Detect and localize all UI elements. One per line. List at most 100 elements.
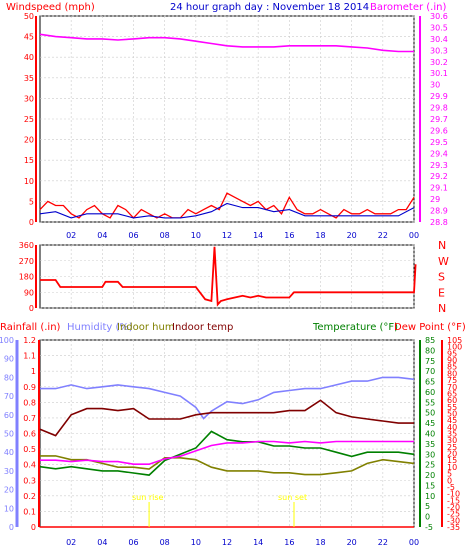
temperature-y-tick-label: 65 — [425, 378, 435, 387]
x-tick-label: 00 — [409, 231, 419, 240]
barometer-y-tick-label: 29.4 — [430, 149, 448, 158]
wind-y-tick-label: 25 — [24, 115, 34, 124]
rainfall-y-tick-label: 0.7 — [23, 414, 36, 423]
wind-y-tick-label: 5 — [29, 197, 34, 206]
temperature-y-tick-label: 5 — [425, 502, 430, 511]
chart-title: 24 hour graph day : November 18 2014 — [170, 2, 369, 13]
x-tick-label: 20 — [347, 538, 357, 547]
compass-direction-label: W — [438, 255, 449, 268]
x-tick-label: 16 — [284, 538, 294, 547]
temperature-y-tick-label: 20 — [425, 471, 435, 480]
temperature-y-tick-label: 35 — [425, 440, 435, 449]
x-tick-label: 20 — [347, 231, 357, 240]
legend-indoor-hum: Indoor hum — [117, 322, 175, 333]
barometer-y-tick-label: 30 — [430, 81, 440, 90]
direction-y-tick-label: 90 — [24, 288, 34, 297]
wind-y-tick-label: 0 — [29, 218, 34, 227]
rainfall-y-tick-label: 0 — [31, 523, 36, 532]
direction-y-tick-label: 270 — [19, 257, 34, 266]
x-tick-label: 02 — [66, 231, 76, 240]
x-tick-label: 22 — [378, 538, 388, 547]
rainfall-y-tick-label: 0.4 — [23, 461, 36, 470]
barometer-y-tick-label: 29.8 — [430, 104, 448, 113]
rainfall-y-tick-label: 1 — [31, 367, 36, 376]
temperature-y-tick-label: 70 — [425, 367, 435, 376]
humidity-y-tick-label: 20 — [4, 486, 14, 495]
rainfall-y-tick-label: 0.8 — [23, 398, 36, 407]
x-tick-label: 04 — [97, 538, 107, 547]
temperature-y-tick-label: 10 — [425, 492, 435, 501]
x-tick-label: 12 — [222, 231, 232, 240]
direction-y-tick-label: 0 — [29, 304, 34, 313]
barometer-y-tick-label: 28.9 — [430, 207, 448, 216]
legend-temperature: Temperature (°F) — [312, 322, 398, 333]
x-tick-label: 02 — [66, 538, 76, 547]
temperature-y-tick-label: 40 — [425, 430, 435, 439]
humidity-y-tick-label: 70 — [4, 392, 14, 401]
humidity-y-tick-label: 40 — [4, 448, 14, 457]
barometer-y-tick-label: 29 — [430, 195, 440, 204]
barometer-y-tick-label: 29.2 — [430, 172, 448, 181]
x-tick-label: 06 — [128, 231, 138, 240]
rainfall-y-tick-label: 0.3 — [23, 476, 36, 485]
barometer-y-tick-label: 29.9 — [430, 92, 448, 101]
wind-y-tick-label: 35 — [24, 74, 34, 83]
x-tick-label: 18 — [315, 538, 325, 547]
temperature-y-tick-label: 15 — [425, 481, 435, 490]
compass-direction-label: N — [438, 239, 446, 252]
direction-y-tick-label: 180 — [19, 273, 34, 282]
windspeed-axis-label: Windspeed (mph) — [6, 2, 95, 13]
x-tick-label: 04 — [97, 231, 107, 240]
legend-rainfall: Rainfall (.in) — [0, 322, 61, 333]
humidity-y-tick-label: 100 — [0, 336, 14, 345]
humidity-y-tick-label: 0 — [9, 523, 14, 532]
temperature-y-tick-label: 55 — [425, 398, 435, 407]
barometer-y-tick-label: 29.3 — [430, 161, 448, 170]
temperature-y-tick-label: 85 — [425, 336, 435, 345]
rainfall-y-tick-label: 0.1 — [23, 507, 36, 516]
compass-direction-label: S — [438, 271, 445, 284]
temperature-y-tick-label: 80 — [425, 346, 435, 355]
sunrise-marker: sun rise — [132, 493, 164, 502]
x-tick-label: 16 — [284, 231, 294, 240]
temperature-y-tick-label: -5 — [425, 523, 433, 532]
temperature-y-tick-label: 60 — [425, 388, 435, 397]
wind-y-tick-label: 40 — [24, 53, 34, 62]
x-tick-label: 08 — [160, 231, 170, 240]
rainfall-y-tick-label: 0.5 — [23, 445, 36, 454]
barometer-y-tick-label: 30.6 — [430, 12, 448, 21]
rainfall-y-tick-label: 0.6 — [23, 430, 36, 439]
barometer-y-tick-label: 30.4 — [430, 35, 448, 44]
humidity-y-tick-label: 30 — [4, 467, 14, 476]
barometer-y-tick-label: 30.1 — [430, 69, 448, 78]
sunset-marker: sun set — [278, 493, 307, 502]
barometer-y-tick-label: 30.5 — [430, 23, 448, 32]
wind-y-tick-label: 20 — [24, 136, 34, 145]
barometer-y-tick-label: 29.1 — [430, 184, 448, 193]
temperature-y-tick-label: 25 — [425, 461, 435, 470]
humidity-y-tick-label: 10 — [4, 504, 14, 513]
humidity-y-tick-label: 50 — [4, 430, 14, 439]
dew-point-y-tick-label: 105 — [447, 336, 462, 345]
temperature-y-tick-label: 50 — [425, 409, 435, 418]
barometer-y-tick-label: 30.3 — [430, 46, 448, 55]
humidity-y-tick-label: 90 — [4, 355, 14, 364]
rainfall-y-tick-label: 0.2 — [23, 492, 36, 501]
compass-direction-label: E — [438, 286, 445, 299]
wind-y-tick-label: 15 — [24, 156, 34, 165]
barometer-y-tick-label: 29.7 — [430, 115, 448, 124]
temperature-y-tick-label: 75 — [425, 357, 435, 366]
temperature-humidity-panel: 00.10.20.30.40.50.60.70.80.911.11.201020… — [0, 336, 462, 547]
wind-y-tick-label: 10 — [24, 177, 34, 186]
compass-direction-label: N — [438, 302, 446, 315]
x-tick-label: 14 — [253, 538, 263, 547]
rainfall-y-tick-label: 0.9 — [23, 383, 36, 392]
barometer-y-tick-label: 28.8 — [430, 218, 448, 227]
humidity-y-tick-label: 80 — [4, 373, 14, 382]
barometer-y-tick-label: 29.5 — [430, 138, 448, 147]
temperature-y-tick-label: 0 — [425, 513, 430, 522]
humidity-y-tick-label: 60 — [4, 411, 14, 420]
x-tick-label: 08 — [160, 538, 170, 547]
